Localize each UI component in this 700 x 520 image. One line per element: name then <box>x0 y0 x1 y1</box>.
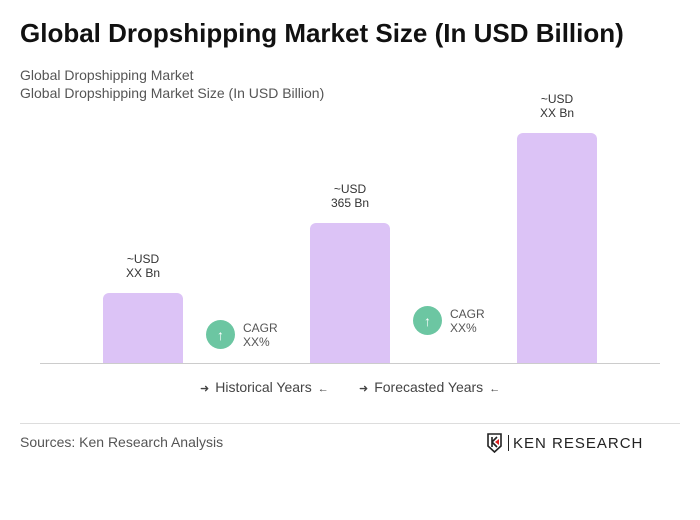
arrow-up-icon: ↑ <box>413 306 442 335</box>
cagr-value: XX% <box>450 320 477 335</box>
legend-label: Historical Years <box>215 379 312 395</box>
data-label-line: XX Bn <box>539 106 575 120</box>
bar-3 <box>517 133 597 363</box>
cagr-badge-1: ↑ CAGR XX% <box>206 320 278 349</box>
sources-text: Sources: Ken Research Analysis <box>20 434 224 450</box>
data-label-line: ~USD <box>126 252 160 266</box>
data-label-line: XX Bn <box>125 266 161 280</box>
data-label-1: ~USD XX Bn <box>93 252 193 280</box>
bar-2 <box>310 223 390 363</box>
ken-logo-icon <box>487 433 502 453</box>
subtitle-1: Global Dropshipping Market <box>20 67 194 83</box>
data-label-line: ~USD <box>333 182 367 196</box>
arrow-left-icon: ← <box>489 383 501 395</box>
data-label-line: 365 Bn <box>330 196 370 210</box>
arrow-right-icon: ➜ <box>200 383 210 395</box>
cagr-label: CAGR <box>450 306 485 321</box>
cagr-value: XX% <box>243 334 270 349</box>
legend-label: Forecasted Years <box>374 379 484 395</box>
logo-text: KEN RESEARCH <box>513 434 644 452</box>
bar-1 <box>103 293 183 363</box>
data-label-3: ~USD XX Bn <box>507 92 607 120</box>
subtitle-2: Global Dropshipping Market Size (In USD … <box>20 85 325 101</box>
ken-research-logo: KEN RESEARCH <box>486 433 643 453</box>
arrow-left-icon: ← <box>317 383 329 395</box>
arrow-right-icon: ➜ <box>359 383 369 395</box>
legend-historical: ➜ Historical Years ← <box>200 379 335 395</box>
legend-forecasted: ➜ Forecasted Years ← <box>359 379 506 395</box>
cagr-badge-2: ↑ CAGR XX% <box>413 306 485 335</box>
data-label-line: ~USD <box>540 92 574 106</box>
cagr-label: CAGR <box>243 320 278 335</box>
chart-title: Global Dropshipping Market Size (In USD … <box>20 18 624 48</box>
data-label-2: ~USD 365 Bn <box>300 182 400 210</box>
arrow-up-icon: ↑ <box>206 320 235 349</box>
x-axis-line <box>40 363 660 364</box>
divider <box>20 423 680 424</box>
